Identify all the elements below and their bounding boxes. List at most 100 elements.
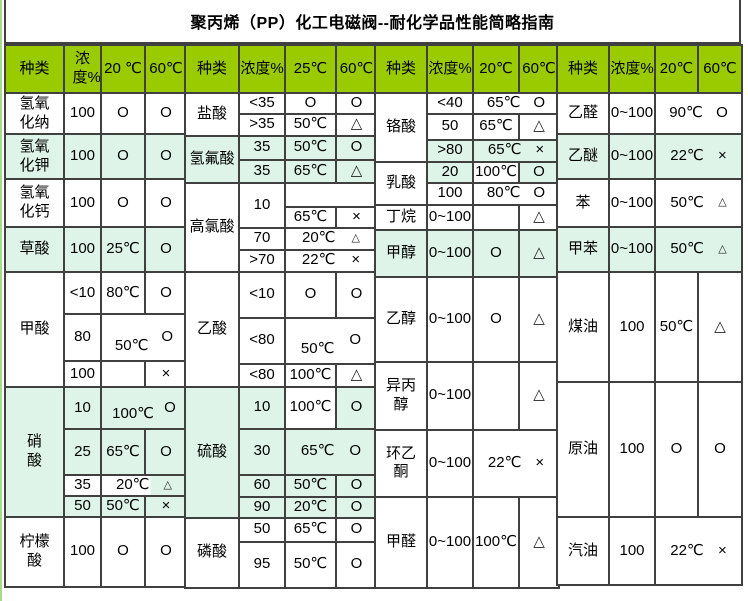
concentration-cell: 100: [63, 360, 102, 388]
concentration-cell: 90: [238, 495, 286, 519]
table-row: 甲酸 <10 80℃ O: [4, 271, 188, 388]
concentration-cell: 100: [63, 92, 102, 135]
rating-cell: O: [100, 92, 146, 135]
concentration-cell: 30: [238, 427, 286, 476]
concentration-cell: 100: [63, 178, 102, 228]
rating-cell: △: [518, 360, 560, 431]
rating-cell: ×: [144, 495, 188, 518]
concentration-cell: 100: [426, 181, 474, 206]
table-row: 90 20℃ O: [185, 495, 378, 519]
temp-cell: 65℃: [284, 516, 337, 543]
table-row: 氢氧化纳 100 O O: [4, 92, 188, 135]
concentration-cell: 0~100: [426, 228, 474, 278]
concentration-cell: 100: [608, 271, 656, 383]
rating-cell: O: [472, 228, 520, 278]
concentration-cell: <35: [238, 92, 286, 115]
concentration-cell: 0~100: [608, 133, 656, 180]
rating-cell: O: [697, 381, 743, 518]
table-row: 甲苯 0~100 50℃ △: [556, 226, 743, 273]
table-row: 硝酸 10 100℃ O: [4, 386, 188, 518]
species-cell: 乳酸: [374, 160, 428, 206]
temp-cell: 100℃: [472, 495, 520, 589]
header-cell: 种类: [556, 44, 610, 94]
species-cell: 磷酸: [184, 516, 240, 589]
temp-cell: 50℃: [654, 271, 699, 383]
concentration-cell: 35: [238, 134, 286, 161]
empty-cell: [284, 181, 378, 208]
table-row: 95 50℃ O: [185, 540, 378, 589]
left-edge-line: [0, 0, 2, 601]
empty-cell: [472, 360, 520, 431]
table-row: 乙醚 0~100 22℃ ×: [556, 133, 743, 180]
temp-rating-cell: 22℃ ×: [472, 428, 560, 498]
rating-cell: △: [335, 158, 378, 184]
rating-cell: O: [144, 92, 188, 135]
species-cell: 环乙酮: [374, 428, 428, 498]
table-row: 铬酸 <40 65℃ O: [374, 92, 560, 163]
temp-rating-cell: 65℃ O: [284, 427, 378, 476]
table-row: <80 50℃ O: [185, 316, 378, 365]
rating-cell: O: [335, 385, 378, 430]
species-cell: 乙醛: [556, 92, 610, 135]
species-cell: 乙醚: [556, 133, 610, 180]
concentration-cell: 0~100: [426, 360, 474, 431]
table-row: 盐酸 <35 O O: [184, 92, 378, 137]
temp-cell: 20℃: [284, 495, 337, 519]
table-row: 煤油 100 50℃ △: [556, 271, 743, 383]
temp-rating-cell: 90℃ O: [654, 92, 743, 135]
temp-rating-cell: 20℃ △: [284, 226, 378, 251]
rating-cell: △: [335, 112, 378, 137]
concentration-cell: 100: [63, 515, 102, 588]
table-row: 高氯酸 10: [184, 181, 378, 273]
rating-cell: O: [654, 381, 699, 518]
species-cell: 铬酸: [374, 92, 428, 163]
concentration-cell: 10: [238, 181, 286, 229]
temp-rating-cell: 80℃ O: [472, 181, 560, 206]
table-row: 汽油 100 22℃ ×: [556, 516, 743, 586]
concentration-cell: 0~100: [608, 178, 656, 228]
temp-rating-cell: 50℃ O: [284, 316, 378, 365]
rating-cell: O: [100, 515, 146, 588]
concentration-cell: 95: [238, 540, 286, 589]
temp-cell: 100℃: [284, 385, 337, 430]
concentration-cell: 0~100: [426, 495, 474, 589]
temp-rating-cell: 22℃ ×: [284, 248, 378, 273]
table-row: 柠檬酸 100 O O: [4, 515, 188, 588]
rating-cell: O: [335, 540, 378, 589]
header-cell: 浓度%: [608, 44, 656, 94]
table-row: 硫酸 10 100℃ O: [184, 385, 378, 519]
table-row: 丁烷 0~100 △: [374, 203, 560, 231]
temp-cell: 65℃: [284, 205, 337, 229]
header-cell: 种类: [184, 44, 240, 94]
temp-rating-cell: 50℃ △: [654, 226, 743, 273]
rating-cell: O: [284, 270, 337, 319]
concentration-cell: 25: [63, 428, 102, 476]
rating-cell: △: [518, 495, 560, 589]
table-row: 甲醇 0~100 O △: [374, 228, 560, 278]
concentration-cell: 10: [238, 385, 286, 430]
concentration-cell: >70: [238, 248, 286, 273]
table-row: 50 50℃ ×: [5, 495, 188, 518]
table-row: 原油 100 O O: [556, 381, 743, 518]
table-row: 乳酸 20 100℃ O: [374, 160, 560, 206]
rating-cell: O: [335, 270, 378, 319]
header-cell: 20 ℃: [100, 44, 146, 94]
rating-cell: O: [144, 271, 188, 315]
concentration-cell: 50: [238, 516, 286, 543]
concentration-cell: 50: [63, 495, 102, 518]
table-row: 乙醛 0~100 90℃ O: [556, 92, 743, 135]
rating-cell: O: [144, 133, 188, 180]
temp-rating-cell: 22℃ ×: [654, 133, 743, 180]
species-cell: 甲苯: [556, 226, 610, 273]
header-cell: 25℃: [284, 44, 337, 94]
species-cell: 硝酸: [4, 386, 65, 518]
concentration-cell: >80: [426, 138, 474, 163]
temp-cell: 65℃: [284, 158, 337, 184]
concentration-cell: 10: [63, 386, 102, 430]
temp-rating-cell: 20℃ △: [100, 474, 188, 497]
species-cell: 柠檬酸: [4, 515, 65, 588]
table-row: 50 65℃ △: [375, 112, 560, 141]
species-cell: 煤油: [556, 271, 610, 383]
species-cell: 苯: [556, 178, 610, 228]
species-cell: 草酸: [4, 226, 65, 273]
